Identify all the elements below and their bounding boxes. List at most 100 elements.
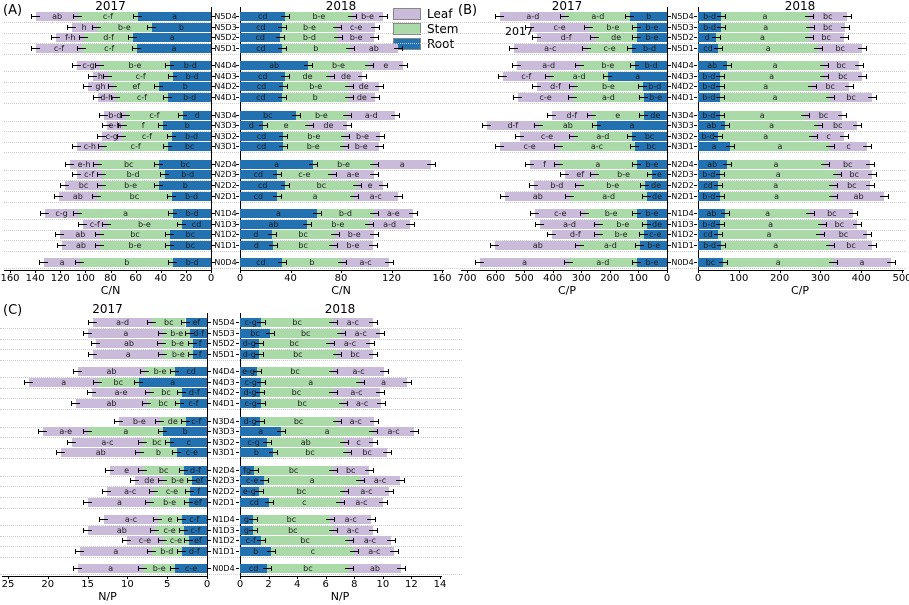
sig-letter: a	[276, 209, 281, 219]
x-axis-line	[461, 270, 667, 271]
bar-segment-root	[637, 258, 667, 268]
sig-letter: a	[775, 258, 781, 268]
x-tick-label: 100	[628, 273, 648, 284]
sig-letter: a-d	[526, 12, 540, 21]
category-label: N1D4	[671, 209, 694, 219]
bar-segment-leaf	[821, 219, 858, 229]
sig-letter: a-c	[363, 536, 377, 546]
bar-segment-root	[640, 240, 667, 250]
x-tick-label: 10	[121, 579, 134, 590]
sig-letter: ef	[195, 476, 204, 486]
category-tick	[208, 529, 211, 531]
error-bar	[101, 490, 111, 492]
sig-letter: b	[182, 427, 188, 437]
error-bar	[71, 174, 81, 176]
error-bar	[593, 234, 603, 236]
error-bar-cap	[392, 260, 394, 266]
error-bar-cap	[638, 112, 640, 118]
error-bar	[336, 501, 345, 503]
gridline	[0, 349, 462, 351]
bar-segment-root	[637, 33, 667, 43]
bar-segment-stem	[719, 219, 822, 229]
error-bar	[849, 213, 859, 215]
error-bar-cap	[154, 161, 156, 167]
error-bar	[277, 431, 287, 433]
x-tick	[581, 270, 583, 273]
error-bar	[715, 174, 725, 176]
error-bar	[98, 519, 108, 521]
sig-letter: a	[775, 170, 781, 180]
error-bar-cap	[377, 211, 379, 217]
sig-letter: a	[258, 427, 264, 437]
error-bar-cap	[637, 84, 639, 90]
sig-letter: b-e	[117, 22, 131, 32]
category-label: N1D2	[212, 536, 235, 546]
error-bar-cap	[515, 133, 517, 139]
error-bar-cap	[101, 488, 103, 494]
error-bar-cap	[817, 133, 819, 139]
bar-segment-stem	[572, 93, 645, 103]
bar-segment-root	[172, 131, 211, 141]
error-bar-cap	[728, 123, 730, 129]
error-bar	[590, 37, 600, 39]
bar-segment-root	[698, 12, 722, 21]
error-bar	[328, 529, 338, 531]
x-axis-label: N/P	[98, 590, 117, 603]
bar-segment-root	[240, 465, 255, 475]
error-bar-cap	[546, 232, 548, 238]
bar-segment-leaf	[88, 525, 156, 535]
error-bar-cap	[185, 330, 187, 336]
error-bar-cap	[822, 123, 824, 129]
gridline	[0, 546, 462, 548]
category-tick	[694, 26, 697, 28]
gridline	[4, 81, 905, 83]
bar-segment-leaf	[79, 546, 153, 556]
error-bar-cap	[92, 379, 94, 385]
sig-letter: a	[522, 258, 528, 268]
x-tick	[354, 576, 356, 579]
error-bar	[268, 244, 278, 246]
error-bar-cap	[482, 123, 483, 129]
bar-segment-root	[240, 448, 273, 458]
bar-segment-root	[193, 339, 207, 349]
error-bar	[96, 174, 106, 176]
sig-letter: ab	[707, 159, 718, 169]
sig-letter: b-d	[648, 82, 662, 92]
bar-segment-stem	[77, 12, 139, 21]
error-bar-cap	[870, 232, 872, 238]
category-tick	[236, 441, 239, 443]
sig-letter: a-c	[355, 497, 368, 507]
category-tick	[212, 97, 215, 99]
bar-segment-leaf	[126, 536, 164, 546]
bar-segment-root	[240, 476, 265, 486]
category-tick	[668, 174, 671, 176]
gridline	[4, 103, 905, 105]
bar-segment-leaf	[61, 448, 141, 458]
error-bar-cap	[592, 123, 593, 129]
category-tick	[208, 343, 211, 345]
bar-segment-root	[163, 121, 211, 131]
sig-letter: b-e	[132, 416, 146, 426]
bar-segment-leaf	[58, 191, 97, 201]
error-bar	[178, 469, 188, 471]
category-tick	[236, 184, 239, 186]
error-bar	[188, 353, 198, 355]
bar-segment-stem	[729, 142, 831, 152]
sig-letter: a	[773, 180, 779, 190]
sig-letter: e-g	[242, 367, 256, 377]
bar-segment-leaf	[348, 82, 379, 92]
error-bar-cap	[66, 24, 68, 30]
sig-letter: c	[302, 497, 307, 507]
bar-segment-stem	[717, 180, 834, 190]
bar-segment-stem	[107, 71, 174, 81]
category-tick	[236, 114, 239, 116]
error-bar-cap	[525, 24, 527, 30]
error-bar-cap	[582, 45, 583, 51]
bar-segment-leaf	[332, 525, 373, 535]
x-tick-label: 200	[770, 273, 790, 284]
bar-segment-leaf	[96, 339, 162, 349]
error-bar	[88, 322, 98, 323]
error-bar-cap	[333, 73, 335, 79]
error-bar-cap	[40, 211, 42, 217]
error-bar	[377, 403, 387, 405]
